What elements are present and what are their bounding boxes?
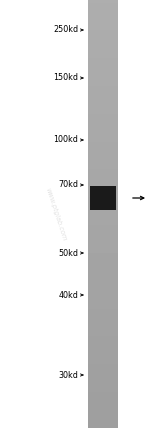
Text: 30kd: 30kd [58, 371, 78, 380]
Bar [90, 186, 116, 210]
Text: 250kd: 250kd [53, 26, 78, 35]
Text: 40kd: 40kd [58, 291, 78, 300]
Text: www.ptglab.com: www.ptglab.com [44, 187, 67, 241]
Text: 50kd: 50kd [58, 249, 78, 258]
Text: 150kd: 150kd [53, 74, 78, 83]
Text: 100kd: 100kd [53, 136, 78, 145]
Text: 70kd: 70kd [58, 181, 78, 190]
